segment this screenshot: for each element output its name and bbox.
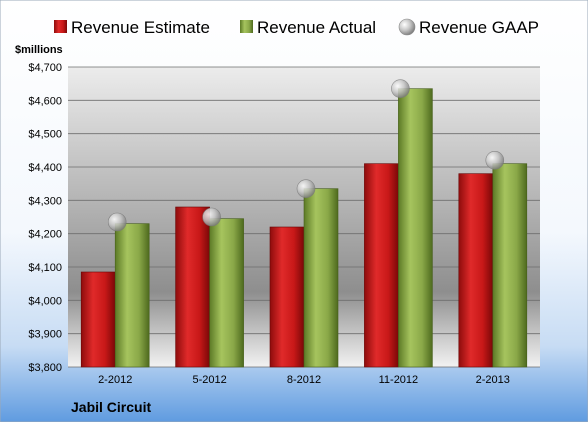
marker-revenue-gaap (391, 79, 410, 98)
x-tick-label: 2-2012 (98, 374, 132, 386)
legend-label-gaap: Revenue GAAP (419, 18, 539, 37)
x-tick-label: 8-2012 (287, 374, 321, 386)
y-tick-label: $4,500 (28, 129, 62, 141)
y-tick-label: $4,700 (28, 62, 62, 74)
y-tick-label: $4,100 (28, 262, 62, 274)
marker-revenue-gaap (202, 207, 221, 227)
x-tick-label: 11-2012 (379, 374, 419, 386)
bars (80, 88, 528, 368)
y-tick-label: $4,000 (28, 295, 62, 307)
gaap-markers (107, 79, 505, 232)
bar-revenue-actual (114, 223, 150, 368)
x-tick-label: 5-2012 (192, 374, 226, 386)
legend-swatch-actual (240, 20, 253, 33)
y-tick-label: $4,200 (28, 229, 62, 241)
x-tick-label: 2-2013 (476, 374, 510, 386)
bar-revenue-actual (209, 218, 244, 368)
x-axis-tick-labels: 2-2012 5-2012 8-2012 11-2012 2-2013 (98, 374, 510, 386)
y-tick-label: $4,300 (28, 195, 62, 207)
y-tick-label: $4,600 (28, 95, 62, 107)
bar-revenue-actual (303, 188, 339, 368)
legend-label-estimate: Revenue Estimate (71, 18, 210, 37)
y-tick-label: $3,800 (28, 362, 62, 374)
marker-revenue-gaap (485, 151, 505, 170)
bar-revenue-actual (492, 163, 528, 368)
marker-revenue-gaap (107, 212, 127, 232)
footer-label: Jabil Circuit (71, 399, 151, 415)
bar-revenue-estimate (80, 271, 116, 368)
legend: Revenue Estimate Revenue Actual Revenue … (54, 18, 539, 37)
legend-swatch-estimate (54, 20, 67, 33)
marker-revenue-gaap (296, 179, 316, 198)
bar-revenue-actual (398, 88, 433, 368)
legend-marker-gaap (398, 18, 416, 36)
bar-revenue-estimate (364, 163, 399, 368)
y-tick-label: $3,900 (28, 329, 62, 341)
bar-revenue-estimate (175, 206, 210, 368)
legend-label-actual: Revenue Actual (257, 18, 376, 37)
y-axis-unit-label: $millions (15, 44, 63, 56)
bar-revenue-estimate (269, 226, 305, 368)
y-axis-tick-labels: $3,800 $3,900 $4,000 $4,100 $4,200 $4,300 $4,4… (28, 62, 62, 374)
y-tick-label: $4,400 (28, 162, 62, 174)
bar-revenue-estimate (458, 173, 494, 368)
